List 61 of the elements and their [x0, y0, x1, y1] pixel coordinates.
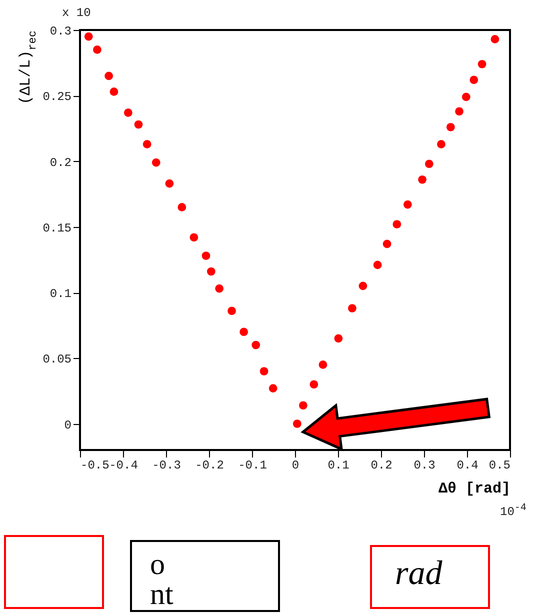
point	[437, 140, 446, 148]
text: rad	[395, 555, 442, 593]
point	[110, 88, 118, 96]
point	[446, 122, 455, 132]
point	[178, 203, 186, 212]
point	[403, 200, 412, 209]
x-tick-label: 0.3	[414, 458, 436, 472]
x-axis-title: Δθ [rad]	[438, 480, 510, 498]
y-tick-label: 0.25	[42, 90, 72, 104]
x-tick-label: 0	[292, 458, 300, 472]
x-tick-label: 0.1	[328, 458, 350, 472]
y-tick-label: 0.2	[50, 156, 72, 170]
point	[215, 284, 224, 293]
point	[84, 32, 93, 41]
point	[478, 60, 486, 68]
x-tick-label: 0.4	[456, 458, 478, 472]
text: 10$^{-4}$	[500, 503, 526, 519]
point	[348, 304, 356, 312]
y-tick-label: 0.05	[42, 352, 72, 367]
point	[310, 380, 318, 389]
point	[292, 420, 302, 428]
point	[134, 120, 143, 129]
point	[268, 384, 278, 392]
point	[418, 175, 426, 184]
point	[206, 267, 216, 276]
point	[424, 160, 434, 168]
point	[240, 328, 248, 336]
point	[298, 401, 308, 410]
point	[202, 252, 210, 260]
point	[228, 306, 236, 316]
x-tick-label: -0.3	[152, 458, 181, 472]
y-tick-label: 0	[64, 418, 72, 432]
point	[252, 340, 260, 350]
point	[392, 220, 402, 228]
point	[358, 282, 368, 290]
point	[152, 158, 160, 167]
point	[490, 35, 500, 44]
point	[373, 260, 382, 270]
point	[165, 179, 174, 188]
point	[190, 233, 198, 242]
y-tick-label: 0.1	[50, 287, 72, 301]
point	[318, 360, 328, 369]
y-tick-label: 0.3	[50, 24, 72, 38]
point	[382, 240, 392, 248]
y-tick-label: 0.15	[42, 221, 72, 236]
x-tick-label: -0.2	[195, 458, 224, 472]
text: x 10	[62, 6, 91, 20]
point	[470, 76, 478, 84]
point	[455, 107, 464, 116]
x-tick-label: -0.5	[80, 458, 110, 472]
point	[104, 72, 113, 80]
point	[334, 334, 343, 343]
x-tick-label: 0.5	[488, 458, 510, 472]
x-tick-label: -0.4	[109, 458, 138, 472]
x-tick-label: -0.1	[238, 458, 267, 472]
point	[142, 140, 152, 148]
point	[462, 92, 470, 102]
point	[93, 46, 102, 54]
x-tick-label: 0.2	[370, 458, 392, 472]
point	[124, 108, 132, 117]
point	[260, 367, 268, 376]
